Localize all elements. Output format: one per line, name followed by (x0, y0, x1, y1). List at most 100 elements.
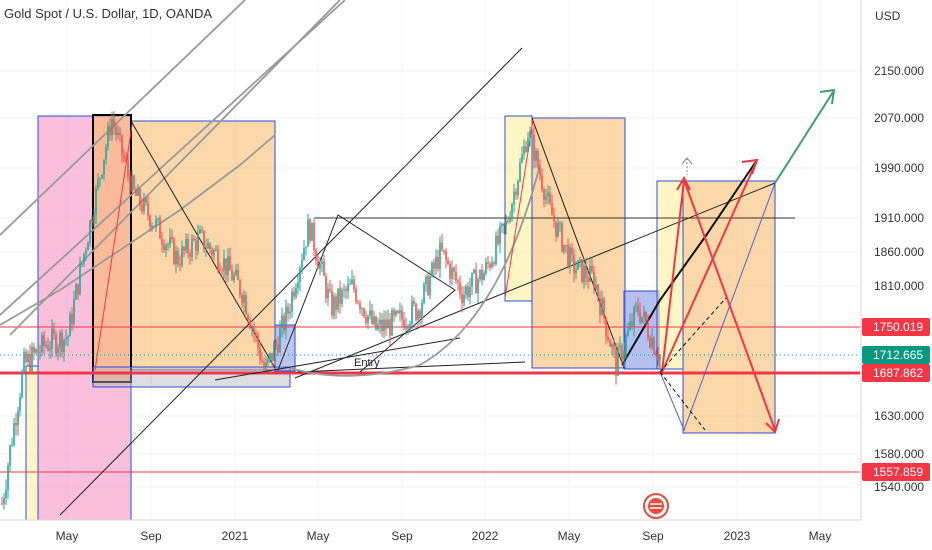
channel-line-1[interactable] (0, 0, 246, 236)
long-trend-line[interactable] (59, 47, 523, 516)
candle-body (647, 322, 649, 339)
candle-body (585, 265, 587, 278)
red-up-arrow-1[interactable] (661, 179, 685, 373)
candle-body (5, 489, 7, 498)
support-trend-line[interactable] (294, 182, 776, 379)
candle-body (213, 250, 215, 256)
dashed-arrow-2[interactable] (659, 371, 706, 431)
candle-body (171, 237, 173, 239)
candle-body (125, 158, 127, 162)
candle-body (173, 238, 175, 265)
candle-body (599, 297, 601, 316)
last-price-tag: 1712.665 (862, 346, 930, 364)
candle-body (133, 175, 135, 190)
candle-body (587, 277, 589, 282)
candle-body (509, 218, 511, 222)
candle-body (381, 319, 383, 331)
candle-body (485, 262, 487, 274)
candle-body (131, 175, 133, 192)
red-impulse-line[interactable] (94, 124, 133, 371)
candle-body (263, 362, 265, 369)
candle-body (567, 244, 569, 267)
candle-body (655, 353, 657, 356)
candle-body (515, 191, 517, 196)
candle-body (151, 225, 153, 227)
candle-body (349, 283, 351, 285)
candle-body (453, 267, 455, 272)
candle-body (37, 349, 39, 353)
candle-body (113, 119, 115, 127)
base-line-1[interactable] (214, 337, 461, 381)
candle-body (539, 167, 541, 176)
red-up-arrow-2[interactable] (661, 159, 758, 373)
candle-body (203, 230, 205, 250)
candle-body (175, 250, 177, 265)
yellow-thin-zone (25, 365, 39, 521)
price-candles[interactable] (1, 111, 661, 510)
candle-body (259, 347, 261, 361)
price-tick-label: 1910.000 (874, 211, 924, 225)
time-tick-label: Sep (642, 529, 664, 543)
candle-body (521, 154, 523, 163)
candle-body (367, 315, 369, 323)
candle-body (369, 310, 371, 316)
candle-body (639, 311, 641, 323)
channel-line-3[interactable] (0, 0, 346, 316)
candle-body (455, 271, 457, 281)
candle-body (415, 303, 417, 320)
candle-body (403, 319, 405, 329)
arc-line[interactable] (289, 164, 541, 377)
candle-body (615, 348, 617, 376)
candle-body (511, 204, 513, 219)
candle-body (309, 219, 311, 241)
candle-body (361, 308, 363, 310)
price-axis[interactable]: USD 2150.000 2070.000 1990.000 1910.000 1860… (860, 0, 932, 520)
candle-body (411, 301, 413, 324)
candle-body (205, 248, 207, 250)
candle-body (335, 296, 337, 310)
tradingview-logo[interactable] (643, 493, 669, 519)
black-projection-arrow[interactable] (621, 159, 758, 366)
candle-body (621, 345, 623, 360)
candle-body (397, 310, 399, 314)
price-tick-label: 1630.000 (874, 409, 924, 423)
blue-dash-arrow[interactable] (659, 182, 776, 432)
candle-body (519, 162, 521, 181)
red-down-arrow[interactable] (683, 179, 776, 431)
red-arrowhead-2 (676, 175, 691, 191)
price-tick-label: 1540.000 (874, 480, 924, 494)
candle-body (275, 343, 277, 345)
candle-body (81, 263, 83, 265)
zigzag-2[interactable] (531, 117, 625, 369)
candle-body (445, 251, 447, 260)
candle-body (291, 291, 293, 312)
candle-body (541, 175, 543, 190)
candle-body (495, 235, 497, 265)
zigzag-1[interactable] (130, 120, 276, 369)
candle-body (489, 263, 491, 268)
candle-body (221, 270, 223, 272)
candle-body (487, 262, 489, 264)
candle-body (7, 465, 9, 490)
green-projection-arrow[interactable] (774, 91, 834, 184)
dashed-arrow[interactable] (659, 297, 727, 373)
candle-body (657, 355, 659, 361)
candle-body (143, 198, 145, 212)
candle-body (155, 219, 157, 227)
candle-body (499, 226, 501, 244)
candle-body (363, 308, 365, 317)
candle-body (571, 247, 573, 255)
candle-body (199, 229, 201, 234)
candle-body (581, 259, 583, 282)
candle-body (153, 225, 155, 227)
candle-body (265, 362, 267, 369)
candle-body (277, 344, 279, 353)
candle-body (241, 294, 243, 304)
time-axis[interactable]: May Sep 2021 May Sep 2022 May Sep 2023 May (0, 519, 861, 543)
candle-body (583, 265, 585, 282)
candle-body (187, 238, 189, 254)
candle-body (23, 352, 25, 373)
candle-body (443, 249, 445, 252)
candle-body (35, 349, 37, 353)
